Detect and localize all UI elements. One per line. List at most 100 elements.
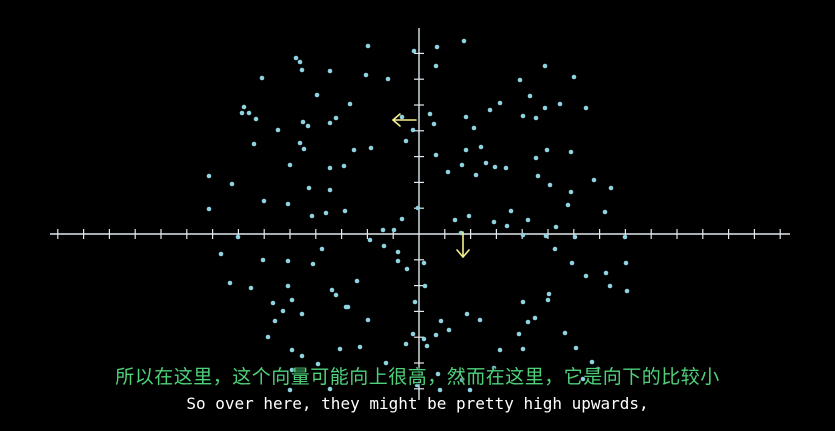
scatter-point bbox=[227, 280, 233, 286]
scatter-point bbox=[543, 233, 549, 239]
scatter-point bbox=[487, 107, 493, 113]
scatter-point bbox=[412, 299, 418, 305]
scatter-point bbox=[421, 260, 427, 266]
scatter-point bbox=[327, 165, 333, 171]
scatter-point bbox=[571, 74, 577, 80]
scatter-point bbox=[569, 260, 575, 266]
scatter-point bbox=[414, 382, 420, 388]
scatter-point bbox=[583, 273, 589, 279]
scatter-point bbox=[553, 224, 559, 230]
scatter-point bbox=[517, 77, 523, 83]
coordinate-axes bbox=[50, 28, 790, 400]
scatter-point bbox=[557, 101, 563, 107]
scatter-point bbox=[525, 319, 531, 325]
scatter-point bbox=[380, 227, 386, 233]
scatter-point bbox=[433, 332, 439, 338]
scatter-point bbox=[433, 152, 439, 158]
scatter-point bbox=[607, 283, 613, 289]
scatter-point bbox=[299, 311, 305, 317]
vector-arrows bbox=[392, 113, 470, 258]
scatter-point bbox=[347, 101, 353, 107]
scatter-point bbox=[583, 105, 589, 111]
scatter-point bbox=[508, 208, 514, 214]
scatter-point bbox=[532, 315, 538, 321]
scatter-point bbox=[527, 93, 533, 99]
scatter-point bbox=[329, 287, 335, 293]
scatter-point bbox=[301, 146, 307, 152]
scatter-point bbox=[265, 334, 271, 340]
scatter-point bbox=[239, 110, 245, 116]
scatter-point bbox=[383, 360, 389, 366]
scatter-point bbox=[342, 208, 348, 214]
scatter-point bbox=[591, 177, 597, 183]
scatter-point bbox=[229, 181, 235, 187]
scatter-point bbox=[365, 43, 371, 49]
scatter-point bbox=[363, 72, 369, 78]
scatter-point bbox=[535, 173, 541, 179]
scatter-point bbox=[206, 173, 212, 179]
scatter-point bbox=[452, 217, 458, 223]
scatter-point bbox=[297, 140, 303, 146]
scatter-point bbox=[391, 227, 397, 233]
scatter-point bbox=[368, 145, 374, 151]
scatter-point bbox=[580, 376, 586, 382]
scatter-point bbox=[345, 304, 351, 310]
scatter-point bbox=[319, 246, 325, 252]
scatter-point bbox=[314, 92, 320, 98]
scatter-point bbox=[525, 217, 531, 223]
scatter-point bbox=[595, 366, 601, 372]
subtitle-english: So over here, they might be pretty high … bbox=[186, 394, 649, 413]
scatter-point bbox=[297, 59, 303, 65]
scatter-point bbox=[246, 110, 252, 116]
scatter-point bbox=[437, 387, 443, 393]
scatter-point bbox=[289, 367, 295, 373]
scatter-point bbox=[477, 317, 483, 323]
scatter-point bbox=[589, 359, 595, 365]
scatter-point bbox=[520, 299, 526, 305]
scatter-point bbox=[287, 162, 293, 168]
scatter-point bbox=[285, 258, 291, 264]
left-arrow-icon bbox=[392, 113, 417, 127]
scatter-point bbox=[492, 164, 498, 170]
scatter-point bbox=[285, 283, 291, 289]
scatter-point bbox=[315, 361, 321, 367]
scatter-point bbox=[545, 297, 551, 303]
scatter-point bbox=[323, 210, 329, 216]
scatter-point bbox=[411, 48, 417, 54]
scatter-point bbox=[280, 308, 286, 314]
scatter-point bbox=[431, 121, 437, 127]
scatter-point bbox=[261, 198, 267, 204]
scatter-point bbox=[424, 343, 430, 349]
scatter-point bbox=[446, 327, 452, 333]
scatter-point bbox=[305, 123, 311, 129]
scatter-point bbox=[410, 127, 416, 133]
scatter-point bbox=[504, 223, 510, 229]
scatter-point bbox=[299, 353, 305, 359]
scatter-point bbox=[403, 341, 409, 347]
scatter-point bbox=[248, 285, 254, 291]
scatter-point bbox=[218, 251, 224, 257]
scatter-point bbox=[602, 209, 608, 215]
scatter-point bbox=[351, 147, 357, 153]
scatter-point bbox=[306, 185, 312, 191]
scatter-point bbox=[333, 115, 339, 121]
scatter-point bbox=[399, 114, 405, 120]
scatter-point bbox=[608, 185, 614, 191]
scatter-point bbox=[333, 292, 339, 298]
scatter-point bbox=[310, 261, 316, 267]
scatter-point bbox=[404, 266, 410, 272]
scatter-point bbox=[568, 189, 574, 195]
scatter-point bbox=[327, 386, 333, 392]
scatter-point bbox=[427, 111, 433, 117]
arrow-head bbox=[392, 113, 401, 127]
scatter-point bbox=[464, 311, 470, 317]
scatter-point bbox=[300, 119, 306, 125]
scatter-point bbox=[289, 297, 295, 303]
scatter-point bbox=[381, 243, 387, 249]
scatter-point bbox=[385, 76, 391, 82]
scatter-point bbox=[572, 234, 578, 240]
scatter-point bbox=[562, 330, 568, 336]
scatter-point bbox=[422, 283, 428, 289]
scatter-point bbox=[547, 182, 553, 188]
scatter-point bbox=[491, 365, 497, 371]
